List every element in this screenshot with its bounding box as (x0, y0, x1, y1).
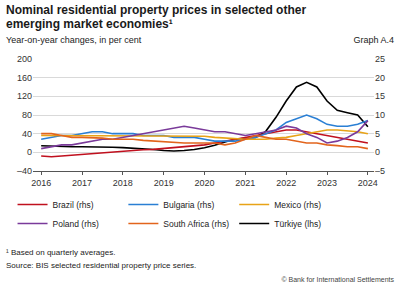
svg-text:0: 0 (375, 147, 380, 157)
html-text:Graph A.4: Graph A.4 (353, 35, 394, 45)
svg-text:2024: 2024 (358, 178, 378, 188)
svg-text:2018: 2018 (113, 178, 133, 188)
svg-text:2020: 2020 (195, 178, 215, 188)
svg-text:40: 40 (22, 129, 32, 139)
svg-text:10: 10 (375, 110, 385, 120)
html-text:Year-on-year changes, in per c: Year-on-year changes, in per cent (6, 35, 142, 45)
html-text:¹ Based on quarterly averages.: ¹ Based on quarterly averages. (6, 248, 116, 257)
svg-text:2017: 2017 (72, 178, 92, 188)
svg-text:–5: –5 (375, 166, 385, 176)
svg-text:South Africa (rhs): South Africa (rhs) (163, 219, 229, 229)
svg-text:20: 20 (375, 73, 385, 83)
svg-text:5: 5 (375, 129, 380, 139)
svg-text:25: 25 (375, 54, 385, 64)
html-text:© Bank for International Settl: © Bank for International Settlements (281, 276, 394, 283)
svg-text:2023: 2023 (317, 178, 337, 188)
svg-text:120: 120 (17, 91, 32, 101)
svg-text:2022: 2022 (276, 178, 296, 188)
svg-text:Poland (rhs): Poland (rhs) (53, 219, 99, 229)
svg-text:–40: –40 (17, 166, 32, 176)
svg-text:Brazil (rhs): Brazil (rhs) (53, 200, 94, 210)
svg-text:200: 200 (17, 54, 32, 64)
svg-text:2016: 2016 (31, 178, 51, 188)
svg-text:160: 160 (17, 73, 32, 83)
html-text:Source: BIS selected residenti: Source: BIS selected residential propert… (6, 261, 197, 270)
svg-text:80: 80 (22, 110, 32, 120)
svg-text:15: 15 (375, 91, 385, 101)
svg-text:Türkiye (lhs): Türkiye (lhs) (274, 219, 321, 229)
svg-text:0: 0 (27, 147, 32, 157)
svg-text:Mexico (rhs): Mexico (rhs) (274, 200, 321, 210)
svg-text:2021: 2021 (235, 178, 255, 188)
html-text:Nominal residential property p: Nominal residential property prices in s… (6, 3, 307, 31)
svg-text:2019: 2019 (154, 178, 174, 188)
svg-text:Bulgaria (rhs): Bulgaria (rhs) (163, 200, 214, 210)
